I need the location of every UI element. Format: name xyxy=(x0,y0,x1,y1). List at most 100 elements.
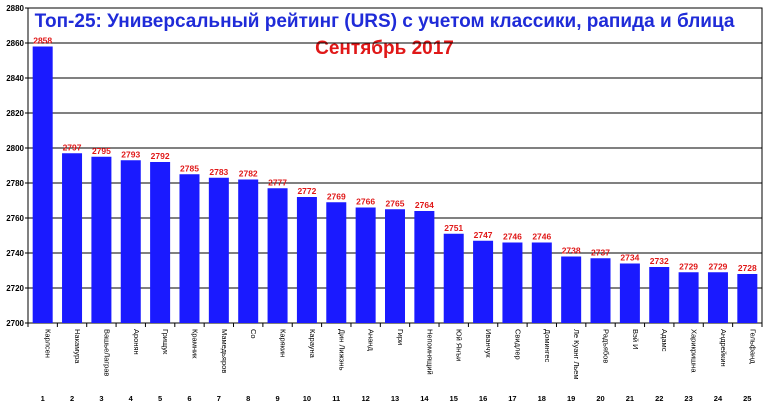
y-tick-label: 2860 xyxy=(6,39,24,48)
category-label: Карауна xyxy=(308,329,317,359)
value-label: 2728 xyxy=(738,263,757,273)
value-label: 2729 xyxy=(679,261,698,271)
value-label: 2797 xyxy=(63,142,82,152)
y-tick-label: 2700 xyxy=(6,319,24,328)
category-label: Гири xyxy=(396,329,405,345)
bar xyxy=(326,202,347,323)
category-label: Крамник xyxy=(190,329,199,359)
bar xyxy=(590,258,611,323)
category-label: Свидлер xyxy=(513,329,522,360)
bar xyxy=(561,256,582,323)
y-tick-label: 2800 xyxy=(6,144,24,153)
category-label: Андрейкин xyxy=(719,329,728,367)
rank-label: 24 xyxy=(714,394,723,403)
rank-label: 16 xyxy=(479,394,487,403)
y-tick-label: 2740 xyxy=(6,249,24,258)
category-label: Аронян xyxy=(132,329,141,355)
value-label: 2747 xyxy=(474,230,493,240)
bar xyxy=(91,156,112,323)
value-label: 2746 xyxy=(503,232,522,242)
value-label: 2793 xyxy=(121,149,140,159)
category-label: ВашьеЛаграв xyxy=(102,329,111,376)
bar xyxy=(414,211,435,323)
category-label: Карякин xyxy=(279,329,288,357)
rank-label: 18 xyxy=(538,394,546,403)
x-axis: Карлсен 1 Накамура 2 ВашьеЛаграв 3 Аронян 4 Грищ… xyxy=(27,323,763,403)
category-label: Иванчук xyxy=(484,329,493,358)
bar xyxy=(619,263,640,323)
value-label: 2782 xyxy=(239,169,258,179)
category-label: Дин Лижэнь xyxy=(337,329,346,371)
category-label: Ананд xyxy=(367,329,376,351)
rank-label: 22 xyxy=(655,394,663,403)
bar xyxy=(267,188,288,323)
value-label: 2772 xyxy=(297,186,316,196)
value-label: 2737 xyxy=(591,247,610,257)
bar xyxy=(296,197,317,323)
rank-label: 1 xyxy=(41,394,45,403)
rank-label: 7 xyxy=(217,394,221,403)
chart-title: Топ-25: Универсальный рейтинг (URS) с уч… xyxy=(34,11,735,32)
bar xyxy=(62,153,83,323)
category-label: Юй Янъи xyxy=(455,329,464,361)
rank-label: 4 xyxy=(129,394,134,403)
y-tick-label: 2720 xyxy=(6,284,24,293)
bar xyxy=(678,272,699,323)
rank-label: 6 xyxy=(187,394,191,403)
category-label: Карлсен xyxy=(44,329,53,358)
value-label: 2769 xyxy=(327,191,346,201)
bar xyxy=(737,274,758,323)
category-label: Ле Куанг Льем xyxy=(572,329,581,380)
bar xyxy=(32,46,53,323)
rank-label: 10 xyxy=(303,394,311,403)
rank-label: 14 xyxy=(420,394,429,403)
y-tick-label: 2820 xyxy=(6,109,24,118)
y-tick-label: 2880 xyxy=(6,4,24,13)
bar xyxy=(531,242,552,323)
rank-label: 11 xyxy=(332,394,340,403)
value-label: 2785 xyxy=(180,163,199,173)
rank-label: 21 xyxy=(626,394,634,403)
bar xyxy=(649,267,670,323)
category-label: Грищук xyxy=(161,329,170,355)
value-label: 2765 xyxy=(386,198,405,208)
bar xyxy=(238,179,259,323)
bar xyxy=(150,162,171,323)
value-label: 2734 xyxy=(620,253,639,263)
category-label: Радъябов xyxy=(602,329,611,363)
value-labels: 2858 2797 2795 2793 2792 2785 2783 2782 2777 2772… xyxy=(33,36,757,274)
value-label: 2746 xyxy=(532,232,551,242)
bar xyxy=(707,272,728,323)
value-label: 2795 xyxy=(92,146,111,156)
y-tick-label: 2760 xyxy=(6,214,24,223)
rank-label: 15 xyxy=(450,394,458,403)
bar xyxy=(208,177,229,323)
value-label: 2738 xyxy=(562,246,581,256)
value-label: 2732 xyxy=(650,256,669,266)
rank-label: 17 xyxy=(508,394,516,403)
rank-label: 25 xyxy=(743,394,751,403)
rank-label: 2 xyxy=(70,394,74,403)
y-axis: 2700 2720 2740 2760 2780 2800 2820 2840 2860 2880 xyxy=(6,4,28,328)
value-label: 2783 xyxy=(209,167,228,177)
category-label: Вэй И xyxy=(631,329,640,350)
bar xyxy=(443,233,464,323)
category-label: Мамедьяров xyxy=(220,329,229,373)
bar xyxy=(473,240,494,323)
bar xyxy=(355,207,376,323)
bar xyxy=(120,160,141,323)
value-label: 2766 xyxy=(356,197,375,207)
rank-label: 19 xyxy=(567,394,575,403)
category-label: Непомнящий xyxy=(425,329,434,375)
bars xyxy=(32,46,758,323)
category-label: Гельфанд xyxy=(748,329,757,364)
category-label: Харикришна xyxy=(690,329,699,373)
bar xyxy=(179,174,200,323)
value-label: 2858 xyxy=(33,36,52,46)
y-tick-label: 2840 xyxy=(6,74,24,83)
rank-label: 23 xyxy=(684,394,692,403)
category-label: Адамс xyxy=(660,329,669,352)
rank-label: 20 xyxy=(596,394,604,403)
value-label: 2751 xyxy=(444,223,463,233)
